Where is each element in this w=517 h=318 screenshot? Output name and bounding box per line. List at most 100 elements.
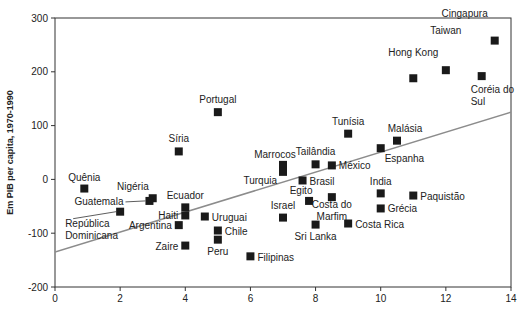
point-label: Egito: [290, 185, 313, 196]
leader-line: [125, 201, 145, 202]
point-label: India: [370, 176, 392, 187]
point: [279, 214, 287, 222]
point-label: Brasil: [310, 176, 335, 187]
point-label: Tailândia: [296, 146, 336, 157]
point: [181, 211, 189, 219]
point-label: Coréia doSul: [471, 84, 515, 107]
point-label: Filipinas: [257, 252, 294, 263]
chart: 02468101214-200-1000100200300Em PIB per …: [0, 0, 517, 318]
point: [214, 227, 222, 235]
y-tick-label: -200: [28, 282, 48, 293]
label-line: Marfim: [317, 211, 348, 222]
point: [175, 221, 183, 229]
point: [175, 147, 183, 155]
point-label: Taiwan: [430, 25, 461, 36]
label-line: República: [65, 218, 110, 229]
point-label: Sri Lanka: [294, 231, 337, 242]
label-line: Coréia do: [471, 84, 515, 95]
x-tick-label: 14: [505, 293, 517, 304]
x-tick-label: 4: [183, 293, 189, 304]
point: [377, 204, 385, 212]
x-tick: [315, 287, 316, 291]
x-tick-label: 6: [248, 293, 254, 304]
y-tick: [51, 71, 55, 72]
point: [344, 130, 352, 138]
x-tick: [120, 287, 121, 291]
point-label: Costa doMarfim: [312, 199, 352, 222]
point: [442, 66, 450, 74]
point-label: Portugal: [199, 94, 236, 105]
point: [145, 197, 153, 205]
point: [312, 160, 320, 168]
point: [409, 74, 417, 82]
point: [393, 137, 401, 145]
point: [377, 189, 385, 197]
point-label: Tunísia: [332, 116, 365, 127]
point: [116, 208, 124, 216]
point: [491, 37, 499, 45]
point: [80, 185, 88, 193]
point-label: Marrocos: [254, 149, 296, 160]
trend-line: [55, 112, 511, 252]
y-tick-label: -100: [28, 228, 48, 239]
point-label: Quênia: [68, 172, 101, 183]
x-tick: [380, 287, 381, 291]
point-label: Costa Rica: [355, 219, 404, 230]
x-tick: [185, 287, 186, 291]
x-tick-label: 8: [313, 293, 319, 304]
x-tick: [55, 287, 56, 291]
label-line: Costa do: [312, 199, 352, 210]
point-label: Israel: [271, 200, 295, 211]
point: [377, 144, 385, 152]
point-label: Zaire: [155, 241, 178, 252]
point: [299, 176, 307, 184]
x-tick-label: 10: [375, 293, 387, 304]
point-label: Uruguai: [212, 212, 247, 223]
label-line: Dominicana: [65, 230, 118, 241]
point: [328, 161, 336, 169]
y-tick: [51, 125, 55, 126]
point-label: Peru: [207, 246, 228, 257]
point-label: Chile: [225, 226, 248, 237]
point: [214, 236, 222, 244]
point-label: Ecuador: [167, 190, 205, 201]
label-line: Sul: [471, 96, 485, 107]
y-tick: [51, 287, 55, 288]
point-label: Argentina: [129, 220, 172, 231]
point-label: Guatemala: [75, 196, 124, 207]
point: [478, 72, 486, 80]
point: [181, 242, 189, 250]
point-label: RepúblicaDominicana: [65, 218, 118, 241]
labels: Cingapura Taiwan Hong Kong Coréia doSul Port…: [65, 8, 514, 264]
y-tick: [51, 18, 55, 19]
point-label: Malásia: [388, 123, 423, 134]
point-label: México: [339, 160, 371, 171]
x-tick: [250, 287, 251, 291]
point-label: Hong Kong: [388, 47, 438, 58]
y-axis-label: Em PIB per capita, 1970-1990: [5, 90, 15, 215]
y-tick: [51, 179, 55, 180]
y-tick-label: 100: [31, 120, 48, 131]
point-label: Turquia: [243, 175, 277, 186]
point-label: Grécia: [388, 203, 418, 214]
plot-area: [55, 37, 511, 261]
point-label: Cingapura: [442, 8, 489, 19]
point: [279, 168, 287, 176]
point: [214, 108, 222, 116]
y-tick-label: 200: [31, 66, 48, 77]
point: [181, 203, 189, 211]
y-tick: [51, 233, 55, 234]
y-tick-label: 300: [31, 13, 48, 24]
x-tick-label: 2: [117, 293, 123, 304]
point: [201, 213, 209, 221]
point: [246, 252, 254, 260]
x-tick-label: 0: [52, 293, 58, 304]
point-label: Nigéria: [117, 181, 149, 192]
point-label: Espanha: [385, 153, 425, 164]
point-label: Paquistão: [420, 191, 465, 202]
point: [409, 192, 417, 200]
x-tick: [445, 287, 446, 291]
point-label: Síria: [168, 133, 189, 144]
x-tick: [511, 287, 512, 291]
y-tick-label: 0: [42, 174, 48, 185]
